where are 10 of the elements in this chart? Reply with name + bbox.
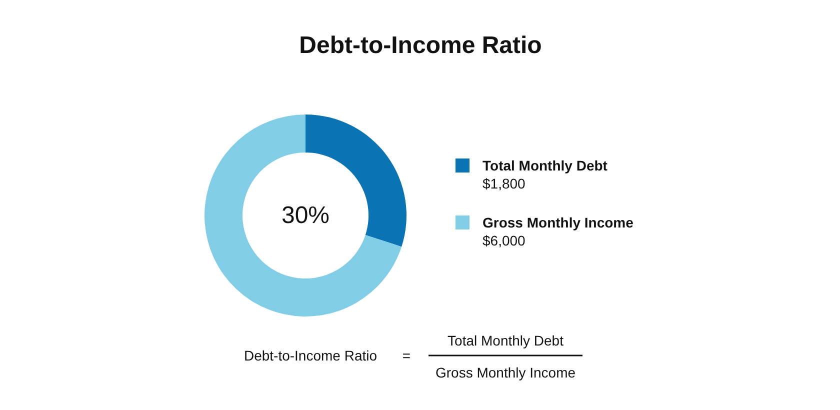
chart-title: Debt-to-Income Ratio <box>299 32 542 59</box>
text: $1,800 <box>482 176 526 192</box>
text: Debt-to-Income Ratio <box>244 348 378 364</box>
legend-label: Total Monthly Debt <box>482 158 608 174</box>
text: 30% <box>281 202 330 229</box>
text: Total Monthly Debt <box>448 332 564 348</box>
text: Gross Monthly Income <box>435 364 576 380</box>
text: = <box>402 348 411 364</box>
legend-label: Gross Monthly Income <box>482 214 634 230</box>
text: $6,000 <box>482 232 526 248</box>
